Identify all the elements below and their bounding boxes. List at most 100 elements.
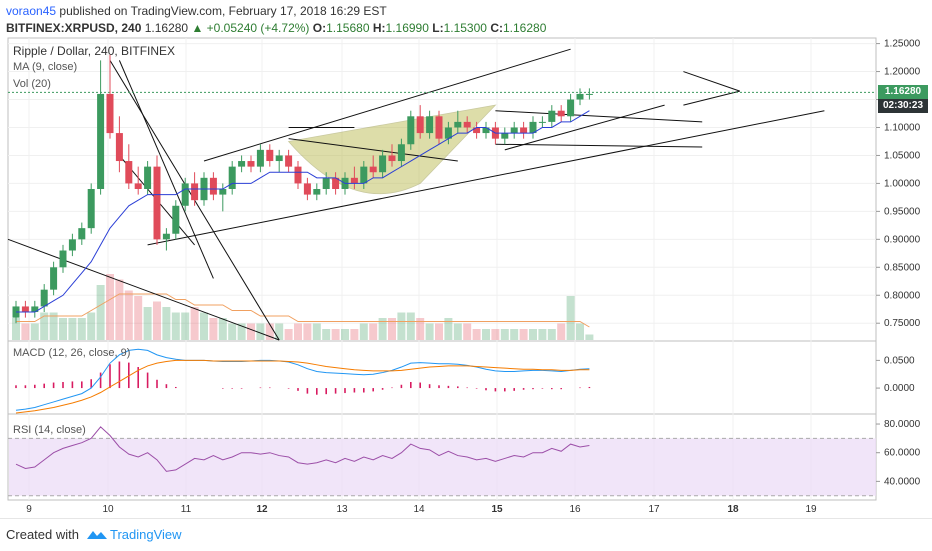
candle-body <box>350 177 358 184</box>
volume-bar <box>256 323 265 340</box>
volume-bar <box>378 318 387 340</box>
price-tick-label: 0.95000 <box>884 206 921 217</box>
volume-bar <box>500 329 509 340</box>
volume-bar <box>397 312 406 340</box>
candle-body <box>538 121 546 123</box>
candle-body <box>529 121 537 134</box>
volume-bar <box>331 329 340 340</box>
candle-body <box>360 166 368 184</box>
pennant-line <box>683 90 740 106</box>
volume-bar <box>585 334 594 340</box>
candle-body <box>59 250 67 268</box>
candle-body <box>78 228 86 240</box>
rsi-tick-label: 80.0000 <box>884 419 921 430</box>
candle-body <box>31 306 39 313</box>
x-tick-label: 16 <box>569 504 581 515</box>
volume-bar <box>529 329 537 340</box>
candle-body <box>303 183 311 195</box>
candle-body <box>548 110 556 122</box>
volume-bar <box>463 323 472 340</box>
x-tick-label: 12 <box>256 504 268 515</box>
volume-bar <box>388 318 396 340</box>
volume-bar <box>143 307 152 340</box>
plot-frame <box>7 37 877 501</box>
volume-bar <box>87 312 96 340</box>
candle-body <box>369 166 377 173</box>
ma-legend[interactable]: MA (9, close) <box>13 61 78 73</box>
open-label: O: <box>312 21 327 35</box>
low-label: L: <box>432 21 444 35</box>
volume-bar <box>294 323 302 340</box>
open-value: 1.15680 <box>326 21 370 35</box>
candle-body <box>379 155 387 173</box>
downtrend-line <box>7 238 280 341</box>
x-tick-label: 10 <box>102 504 114 515</box>
publish-info: published on TradingView.com, February 1… <box>59 4 387 18</box>
volume-bar <box>416 318 425 340</box>
volume-bar <box>406 312 415 340</box>
candle-body <box>567 99 575 117</box>
volume-bar <box>576 323 584 340</box>
volume-bar <box>77 318 86 340</box>
volume-bar <box>425 323 434 340</box>
candle-body <box>444 127 452 139</box>
candle-body <box>426 116 434 134</box>
x-tick-label: 19 <box>805 504 817 515</box>
price-tick-label: 0.85000 <box>884 262 921 273</box>
candle-body <box>181 183 189 206</box>
candle-body <box>510 127 518 134</box>
volume-bar <box>49 312 58 340</box>
author-link[interactable]: voraon45 <box>6 4 57 18</box>
volume-bar <box>557 323 566 340</box>
candle-body <box>454 121 462 128</box>
volume-bar <box>472 329 481 340</box>
candle-body <box>247 161 255 167</box>
rsi-tick-label: 60.0000 <box>884 448 921 459</box>
macd-legend[interactable]: MACD (12, 26, close, 9) <box>13 347 131 359</box>
volume-bar <box>547 329 556 340</box>
candle-body <box>501 133 509 139</box>
candle-body <box>219 189 227 195</box>
countdown-tag: 02:30:23 <box>878 99 928 114</box>
chart-canvas[interactable]: 9101112131415161718191.250001.200001.150… <box>0 0 932 518</box>
volume-bar <box>491 329 500 340</box>
x-tick-label: 17 <box>648 504 660 515</box>
x-tick-label: 18 <box>727 504 739 515</box>
x-tick-label: 15 <box>491 504 503 515</box>
volume-bar <box>275 323 284 340</box>
close-value: 1.16280 <box>502 21 547 35</box>
candle-body <box>97 93 105 189</box>
volume-bar <box>237 323 246 340</box>
volume-bar <box>30 323 39 340</box>
x-tick-label: 14 <box>413 504 425 515</box>
volume-bar <box>519 329 528 340</box>
low-value: 1.15300 <box>443 21 487 35</box>
volume-bar <box>284 329 293 340</box>
volume-bar <box>312 323 321 340</box>
candle-body <box>144 166 152 189</box>
volume-bar <box>171 312 180 340</box>
x-tick-label: 9 <box>26 504 32 515</box>
candle-body <box>209 177 217 195</box>
volume-bar <box>200 312 208 340</box>
price-tick-label: 0.75000 <box>884 318 921 329</box>
tradingview-brand-link[interactable]: TradingView <box>110 527 182 542</box>
symbol-name: BITFINEX:XRPUSD, 240 <box>6 21 142 35</box>
main-legend[interactable]: Ripple / Dollar, 240, BITFINEX <box>13 44 176 58</box>
footer: Created with TradingView <box>0 518 932 551</box>
rsi-legend[interactable]: RSI (14, close) <box>13 424 86 436</box>
vol-legend[interactable]: Vol (20) <box>13 78 51 90</box>
price-tick-label: 1.00000 <box>884 178 921 189</box>
price-tick-label: 1.20000 <box>884 67 921 78</box>
volume-bar <box>435 323 443 340</box>
volume-bar <box>453 323 462 340</box>
candle-body <box>68 239 76 251</box>
volume-bar <box>181 312 190 340</box>
candle-body <box>332 177 340 189</box>
macd-tick-label: 0.0500 <box>884 355 915 366</box>
volume-bar <box>12 318 20 340</box>
candle-body <box>50 267 58 290</box>
volume-bar <box>359 323 368 340</box>
candle-body <box>256 149 264 167</box>
price-tick-label: 1.25000 <box>884 39 921 50</box>
